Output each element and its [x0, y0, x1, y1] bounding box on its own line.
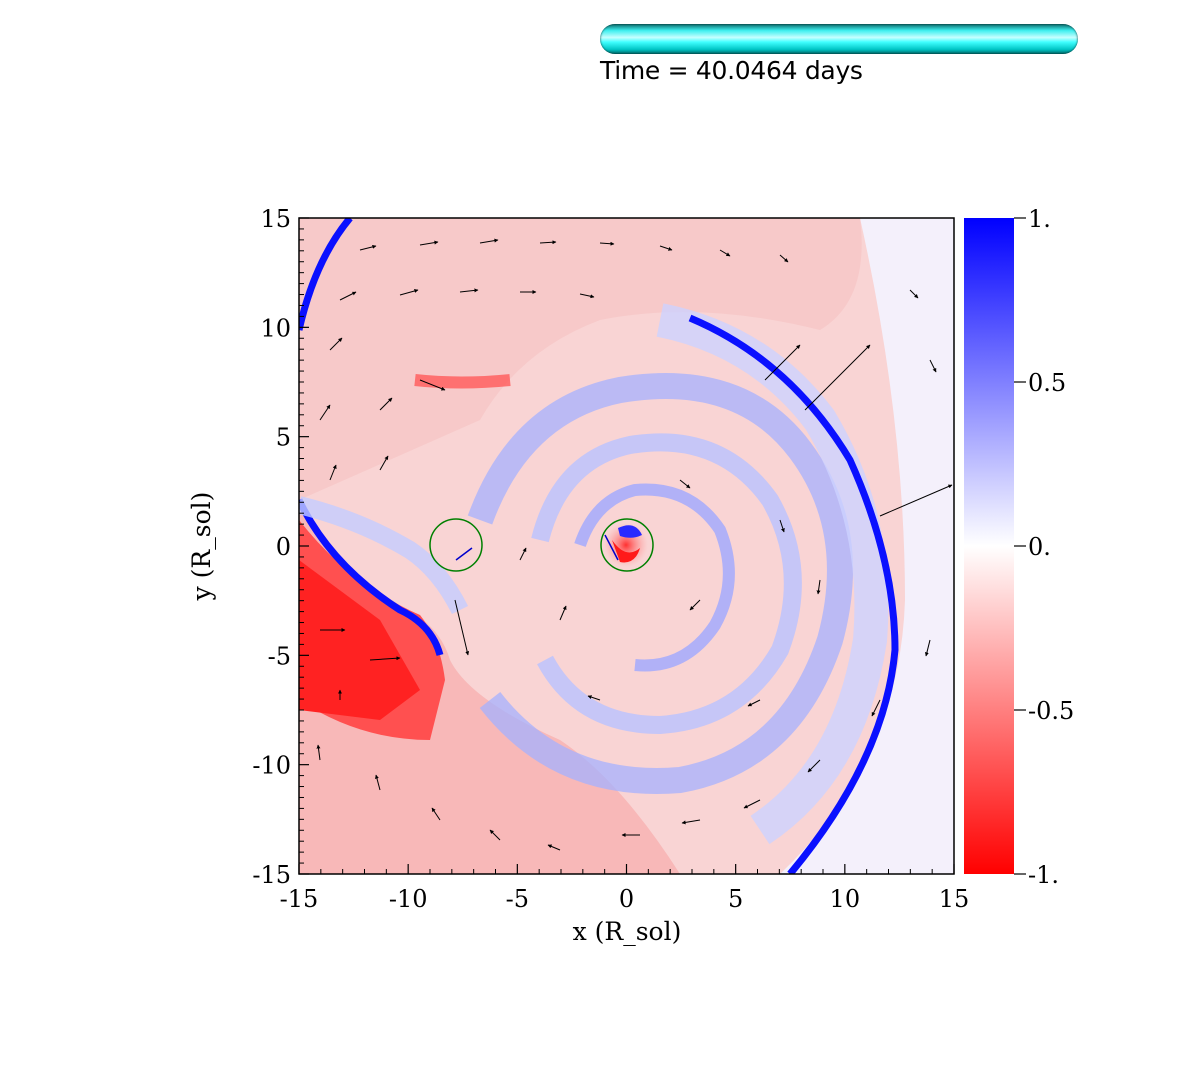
right-star-circle	[600, 518, 654, 572]
x-axis-label: x (R_sol)	[573, 917, 682, 946]
colorbar-tick-label: 0.	[1028, 533, 1051, 561]
y-tick-label: 5	[276, 424, 291, 452]
y-tick-label: -15	[252, 861, 291, 889]
y-axis: -15 -10 -5 0 5 10 15	[252, 205, 309, 889]
velocity-arrows	[316, 238, 953, 851]
y-axis-label: y (R_sol)	[187, 492, 216, 602]
time-label: Time = 40.0464 days	[600, 56, 863, 85]
left-star-circle	[429, 518, 483, 572]
heatmap-field	[299, 218, 954, 874]
y-tick-label: 0	[276, 533, 291, 561]
colorbar-tick-label: -0.5	[1028, 697, 1074, 725]
colorbar-tick-label: 1.	[1028, 205, 1051, 233]
x-axis: -15 -10 -5 0 5 10 15	[280, 864, 970, 913]
y-tick-label: -10	[252, 752, 291, 780]
x-tick-label: 15	[939, 885, 970, 913]
y-tick-label: 10	[260, 314, 291, 342]
colorbar-tick-label: -1.	[1028, 861, 1059, 889]
y-tick-label: 15	[260, 205, 291, 233]
y-tick-label: -5	[268, 642, 291, 670]
x-tick-label: -15	[280, 885, 319, 913]
colorbar-tick-label: 0.5	[1028, 369, 1066, 397]
x-tick-label: 5	[728, 885, 743, 913]
x-tick-label: 0	[619, 885, 634, 913]
x-tick-label: -10	[389, 885, 428, 913]
colorbar-ticks: 1. 0.5 0. -0.5 -1.	[1014, 205, 1074, 889]
x-tick-label: -5	[506, 885, 529, 913]
colorbar	[964, 218, 1014, 874]
time-progress-bar	[600, 24, 1078, 54]
x-tick-label: 10	[830, 885, 861, 913]
